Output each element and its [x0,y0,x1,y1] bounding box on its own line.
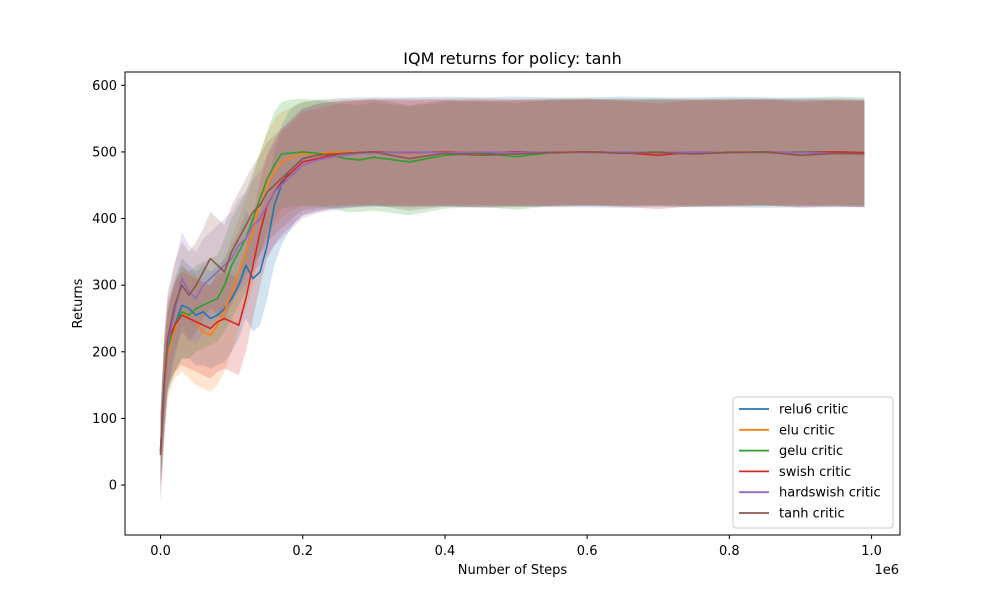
x-tick-label: 0.4 [435,544,456,559]
x-tick-label: 1.0 [861,544,882,559]
legend-label-tanh-critic: tanh critic [779,507,845,522]
y-tick-label: 600 [92,79,117,94]
legend-label-gelu-critic: gelu critic [779,444,843,459]
series-lines [159,151,865,456]
band-hardswish-critic [160,98,865,499]
line-tanh-critic [159,151,865,456]
legend: relu6 critic elu critic gelu critic swish c… [732,396,894,529]
band-relu6-critic [160,96,865,486]
y-tick-label: 500 [92,145,117,160]
x-axis-label: Number of Steps [458,563,568,578]
plot-frame [124,71,901,536]
band-tanh-critic [160,99,865,502]
legend-label-relu6-critic: relu6 critic [779,403,848,418]
legend-label-elu-critic: elu critic [779,423,835,438]
x-tick-label: 0.2 [292,544,313,559]
x-tick-label: 0.0 [150,544,171,559]
x-tick-label: 0.6 [577,544,598,559]
line-hardswish-critic [159,151,865,456]
x-axis-offset-label: 1e6 [874,563,899,578]
legend-label-swish-critic: swish critic [779,465,851,480]
band-swish-critic [160,99,865,486]
y-tick-label: 100 [92,412,117,427]
x-axis-ticks: 0.0 0.2 0.4 0.6 0.8 1.0 [150,535,882,559]
y-axis-ticks: 0 100 200 300 400 500 600 [92,79,125,494]
confidence-bands [160,96,865,502]
y-tick-label: 400 [92,212,117,227]
band-elu-critic [160,98,865,492]
legend-label-hardswish-critic: hardswish critic [779,486,881,501]
band-gelu-critic [160,98,865,486]
y-tick-label: 200 [92,345,117,360]
y-axis-label: Returns [71,278,86,328]
y-tick-label: 0 [109,479,117,494]
x-tick-label: 0.8 [719,544,740,559]
y-tick-label: 300 [92,279,117,294]
chart-title: IQM returns for policy: tanh [403,49,621,68]
legend-frame [732,396,894,529]
